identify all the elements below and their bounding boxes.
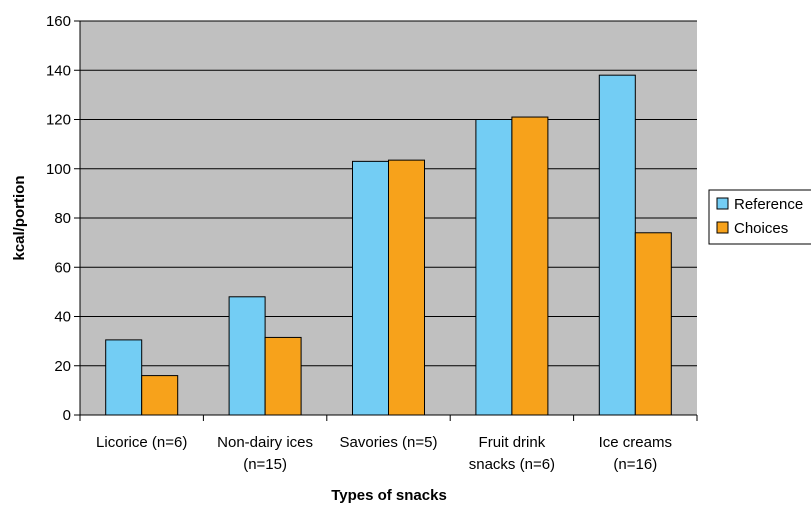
x-category-label: Fruit drink [479, 434, 546, 451]
x-category-label: Licorice (n=6) [96, 434, 187, 451]
legend-label-choices: Choices [734, 220, 788, 237]
bar-choices-3 [388, 159, 425, 416]
legend-label-reference: Reference [734, 196, 803, 213]
x-category-label: snacks (n=6) [469, 456, 555, 473]
y-tick-label: 160 [46, 13, 71, 30]
legend-swatch-choices [716, 221, 729, 234]
legend: Reference Choices [708, 189, 811, 245]
y-tick-label: 40 [54, 309, 71, 326]
bar-reference-3 [352, 160, 389, 416]
y-tick-label: 80 [54, 210, 71, 227]
y-axis-title: kcal/portion [11, 175, 28, 260]
bar-reference-5 [598, 74, 636, 416]
x-axis: Licorice (n=6) Non-dairy ices (n=15) Savori… [79, 414, 698, 473]
y-tick-label: 120 [46, 112, 71, 129]
y-axis: 0 20 40 60 80 100 120 140 160 [46, 13, 81, 424]
y-tick-label: 140 [46, 62, 71, 79]
x-category-label: Savories (n=5) [340, 434, 438, 451]
legend-swatch-reference [716, 197, 729, 210]
bar-choices-4 [511, 116, 549, 416]
bar-reference-4 [475, 119, 513, 416]
x-axis-title: Types of snacks [331, 487, 447, 504]
bar-choices-5 [634, 232, 672, 416]
y-tick-label: 60 [54, 259, 71, 276]
y-tick-label: 20 [54, 358, 71, 375]
y-tick-label: 100 [46, 161, 71, 178]
x-category-label: Non-dairy ices [217, 434, 313, 451]
x-category-label: Ice creams [599, 434, 672, 451]
x-category-label: (n=16) [613, 456, 657, 473]
x-category-label: (n=15) [243, 456, 287, 473]
bar-choices-2 [264, 336, 302, 416]
bar-reference-2 [228, 296, 266, 416]
bar-reference-1 [105, 339, 143, 416]
bar-choices-1 [141, 375, 179, 416]
y-tick-label: 0 [63, 407, 71, 424]
bars [105, 74, 672, 416]
